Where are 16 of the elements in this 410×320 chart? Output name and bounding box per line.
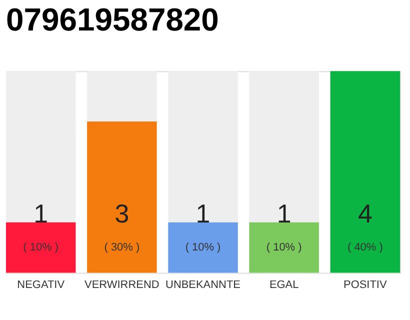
annotation: ( 10% ) xyxy=(23,242,59,254)
annotation: ( 10% ) xyxy=(266,242,302,254)
annotation: ( 10% ) xyxy=(185,242,221,254)
data-label: 4 xyxy=(358,200,372,228)
annotation: ( 40% ) xyxy=(347,242,383,254)
data-label: 3 xyxy=(114,200,130,228)
x-tick-label: VERWIRREND xyxy=(84,279,160,292)
x-tick-label: EGAL xyxy=(269,279,299,292)
annotation: ( 30% ) xyxy=(104,242,140,254)
data-label: 1 xyxy=(276,200,292,228)
data-label: 1 xyxy=(34,200,48,228)
x-tick-label: POSITIV xyxy=(344,279,388,292)
chart-title: 079619587820 xyxy=(6,1,219,38)
x-tick-label: NEGATIV xyxy=(17,279,66,292)
x-tick-label: UNBEKANNTE xyxy=(166,279,240,292)
data-label: 1 xyxy=(196,200,210,228)
